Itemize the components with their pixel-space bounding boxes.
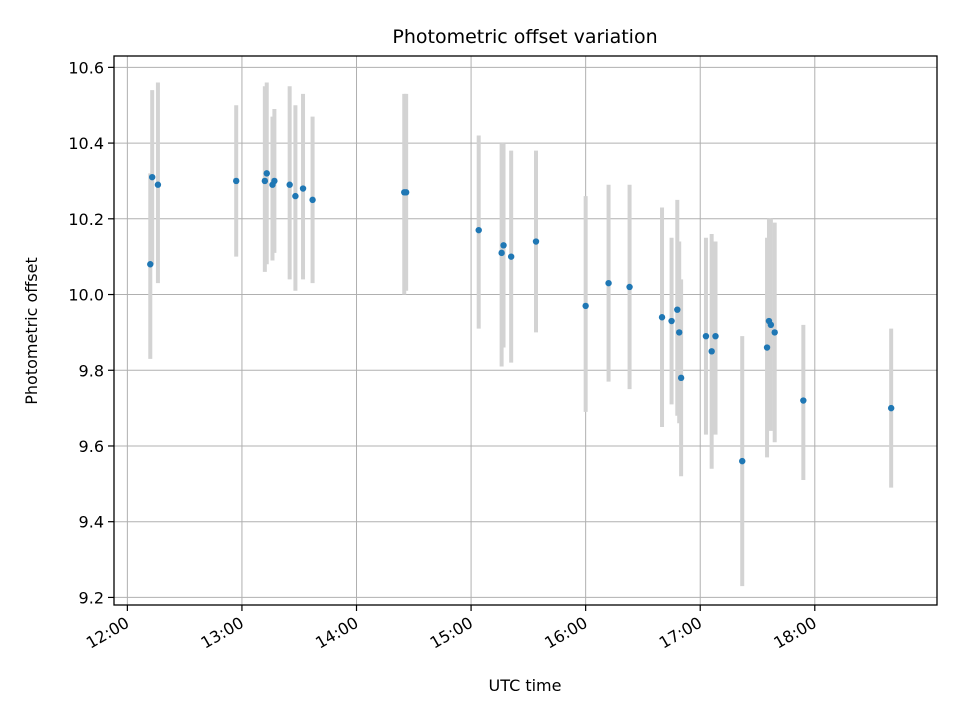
data-point [148, 173, 156, 181]
data-point [233, 177, 240, 185]
data-point [402, 189, 410, 196]
y-tick-label: 10.0 [68, 286, 104, 305]
data-point [498, 249, 505, 257]
data-point [668, 317, 675, 325]
data-point [261, 177, 269, 185]
data-point [677, 374, 685, 382]
data-point [605, 279, 612, 287]
data-point [712, 332, 719, 340]
data-point [739, 457, 746, 465]
y-axis: 9.2 9.4 9.6 9.8 10.0 10.2 10.4 10.6 [68, 58, 114, 607]
data-point [800, 397, 807, 404]
data-point [626, 283, 633, 291]
data-point [708, 348, 715, 355]
data-point [309, 196, 316, 204]
y-tick-label: 9.8 [79, 361, 104, 380]
y-tick-label: 10.6 [68, 58, 104, 77]
data-point [674, 306, 681, 313]
y-tick-label: 9.4 [79, 513, 104, 532]
data-point [292, 192, 299, 200]
data-point [286, 181, 293, 188]
y-tick-label: 9.2 [79, 588, 104, 607]
data-point [582, 302, 589, 310]
data-point [147, 261, 154, 268]
y-tick-label: 9.6 [79, 437, 104, 456]
data-point [676, 329, 683, 336]
data-point [507, 253, 515, 260]
x-axis-label: UTC time [489, 676, 562, 695]
data-point [532, 238, 540, 245]
data-point [500, 242, 507, 249]
data-point [271, 177, 278, 185]
data-point [763, 344, 771, 351]
chart-title: Photometric offset variation [392, 26, 657, 48]
data-point [887, 404, 895, 412]
y-tick-label: 10.2 [68, 210, 104, 229]
data-point [767, 321, 775, 329]
data-point [702, 332, 710, 340]
data-point [154, 181, 162, 188]
plot-area-frame [113, 55, 938, 606]
y-axis-label: Photometric offset [22, 257, 41, 405]
data-point [263, 170, 270, 177]
data-points [147, 170, 895, 465]
data-point [299, 185, 307, 192]
data-point [658, 314, 666, 321]
data-point [771, 329, 778, 336]
data-point [475, 226, 482, 234]
y-tick-label: 10.4 [68, 134, 104, 153]
